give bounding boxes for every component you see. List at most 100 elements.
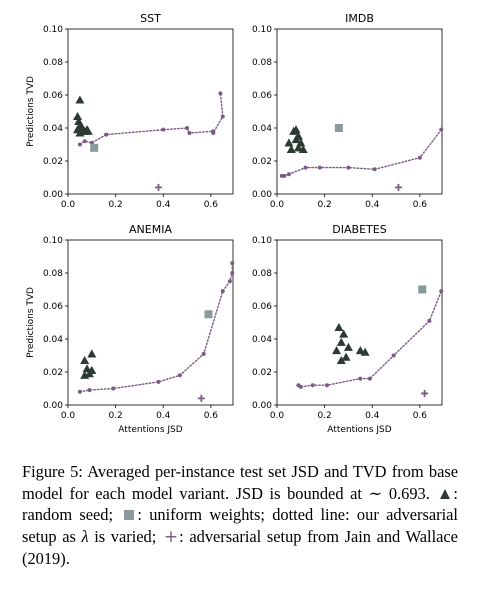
y-tick-label: 0.00 [43, 190, 63, 200]
panel-sst: SST 0.00 0.02 0.04 0.06 0.08 0.10 0.0 0.2 0.4 0.6 P… [26, 12, 234, 210]
panel-anemia: ANEMIA 0.00 0.02 0.04 0.06 0.08 0.10 0.0 0.2 0.4 0… [26, 223, 235, 435]
adversarial-lambda-line [297, 290, 442, 388]
y-tick-label: 0.04 [43, 124, 63, 134]
y-tick-label: 0.04 [252, 335, 272, 345]
figure-panels: SST 0.00 0.02 0.04 0.06 0.08 0.10 0.0 0.2 0.4 0.6 P… [26, 12, 444, 435]
random-seed-point [83, 126, 93, 135]
adversarial-lambda-point [230, 261, 235, 266]
adversarial-lambda-point [367, 376, 372, 381]
random-seed-point [291, 125, 301, 134]
adversarial-lambda-point [310, 383, 315, 388]
x-tick-label: 0.2 [108, 411, 122, 421]
random-seed-point [334, 322, 344, 332]
y-tick-label: 0.06 [43, 302, 63, 312]
adversarial-lambda-point [298, 384, 303, 389]
adversarial-lambda-point [391, 353, 396, 358]
adversarial-lambda-point [77, 389, 82, 394]
adversarial-lambda-point [161, 127, 166, 132]
random-seed-point [286, 144, 296, 154]
x-tick-label: 0.2 [108, 200, 122, 210]
adversarial-lambda-point [230, 271, 235, 275]
random-seed-point [80, 370, 90, 379]
y-tick-label: 0.10 [43, 236, 63, 246]
y-tick-label: 0.10 [252, 236, 272, 246]
uniform-weights-point [418, 285, 427, 294]
caption-dotted-label: dotted line: our adversarial setup as [22, 505, 458, 546]
adversarial-lambda-point [77, 142, 82, 147]
adversarial-lambda-point [417, 155, 422, 160]
jain-wallace-point [394, 183, 402, 191]
random-seed-point [284, 138, 294, 147]
x-tick-label: 0.0 [270, 411, 285, 421]
jain-wallace-point [421, 389, 429, 397]
random-seed-point [87, 349, 97, 358]
adversarial-lambda-point [227, 279, 232, 284]
adversarial-lambda-point [220, 289, 225, 294]
uniform-weights-point [204, 310, 213, 319]
y-tick-label: 0.10 [43, 25, 63, 35]
y-tick-label: 0.10 [252, 25, 272, 35]
random-seed-point [291, 135, 301, 144]
x-tick-label: 0.6 [204, 411, 219, 421]
random-seed-point [339, 329, 349, 338]
adversarial-lambda-point [286, 172, 291, 177]
adversarial-lambda-point [111, 386, 116, 391]
y-tick-label: 0.08 [252, 269, 272, 279]
triangle-icon [440, 488, 451, 499]
caption-lambda: λ [81, 526, 89, 546]
y-tick-label: 0.06 [43, 91, 63, 101]
y-tick-label: 0.00 [252, 401, 272, 411]
random-seed-point [75, 128, 85, 137]
plot-frame [276, 239, 443, 406]
y-tick-label: 0.08 [43, 269, 63, 279]
plus-icon: + [163, 526, 179, 547]
x-tick-label: 0.4 [365, 411, 380, 421]
random-seed-point [74, 116, 84, 125]
panel-title: DIABETES [332, 223, 386, 236]
y-tick-label: 0.06 [252, 302, 272, 312]
random-seed-point [293, 143, 303, 152]
adversarial-lambda-line [79, 262, 234, 393]
random-seed-point [73, 111, 83, 121]
panel-title: ANEMIA [129, 223, 172, 236]
adversarial-lambda-point [104, 132, 109, 137]
adversarial-lambda-point [177, 373, 182, 378]
y-tick-label: 0.02 [252, 368, 272, 378]
adversarial-lambda-point [282, 173, 287, 178]
caption-uniform-label: : uniform weights; [137, 505, 265, 524]
x-tick-label: 0.2 [317, 411, 331, 421]
y-tick-label: 0.08 [43, 58, 63, 68]
y-axis-label: Predictions TVD [26, 287, 36, 358]
figure-caption: Figure 5: Averaged per-instance test set… [22, 461, 458, 570]
x-tick-label: 0.0 [61, 200, 76, 210]
caption-varied-label: is varied; [94, 526, 157, 546]
plot-frame [67, 239, 234, 406]
x-tick-label: 0.4 [156, 411, 171, 421]
caption-figure-label: Figure 5: [22, 462, 83, 481]
uniform-weights-point [90, 143, 99, 152]
x-tick-label: 0.0 [61, 411, 76, 421]
x-tick-label: 0.6 [413, 411, 428, 421]
adversarial-lambda-point [211, 130, 216, 135]
x-tick-label: 0.6 [204, 200, 219, 210]
y-tick-label: 0.02 [43, 368, 63, 378]
adversarial-lambda-point [317, 165, 322, 170]
y-tick-label: 0.06 [252, 91, 272, 101]
adversarial-lambda-line [79, 92, 224, 146]
panel-title: SST [140, 12, 161, 25]
adversarial-lambda-point [372, 167, 377, 172]
adversarial-lambda-point [218, 91, 223, 96]
x-tick-label: 0.0 [270, 200, 285, 210]
random-seed-point [80, 355, 90, 365]
square-icon [124, 510, 135, 520]
adversarial-lambda-point [346, 165, 351, 170]
caption-jain-label: : adversarial setup from Jain and Wallac… [22, 526, 458, 569]
jain-wallace-point [197, 394, 205, 402]
panel-title: IMDB [345, 12, 374, 25]
adversarial-lambda-point [82, 139, 87, 144]
y-tick-label: 0.08 [252, 58, 272, 68]
adversarial-lambda-point [220, 114, 225, 119]
random-seed-point [355, 346, 365, 355]
x-tick-label: 0.4 [365, 200, 380, 210]
random-seed-point [332, 346, 342, 355]
